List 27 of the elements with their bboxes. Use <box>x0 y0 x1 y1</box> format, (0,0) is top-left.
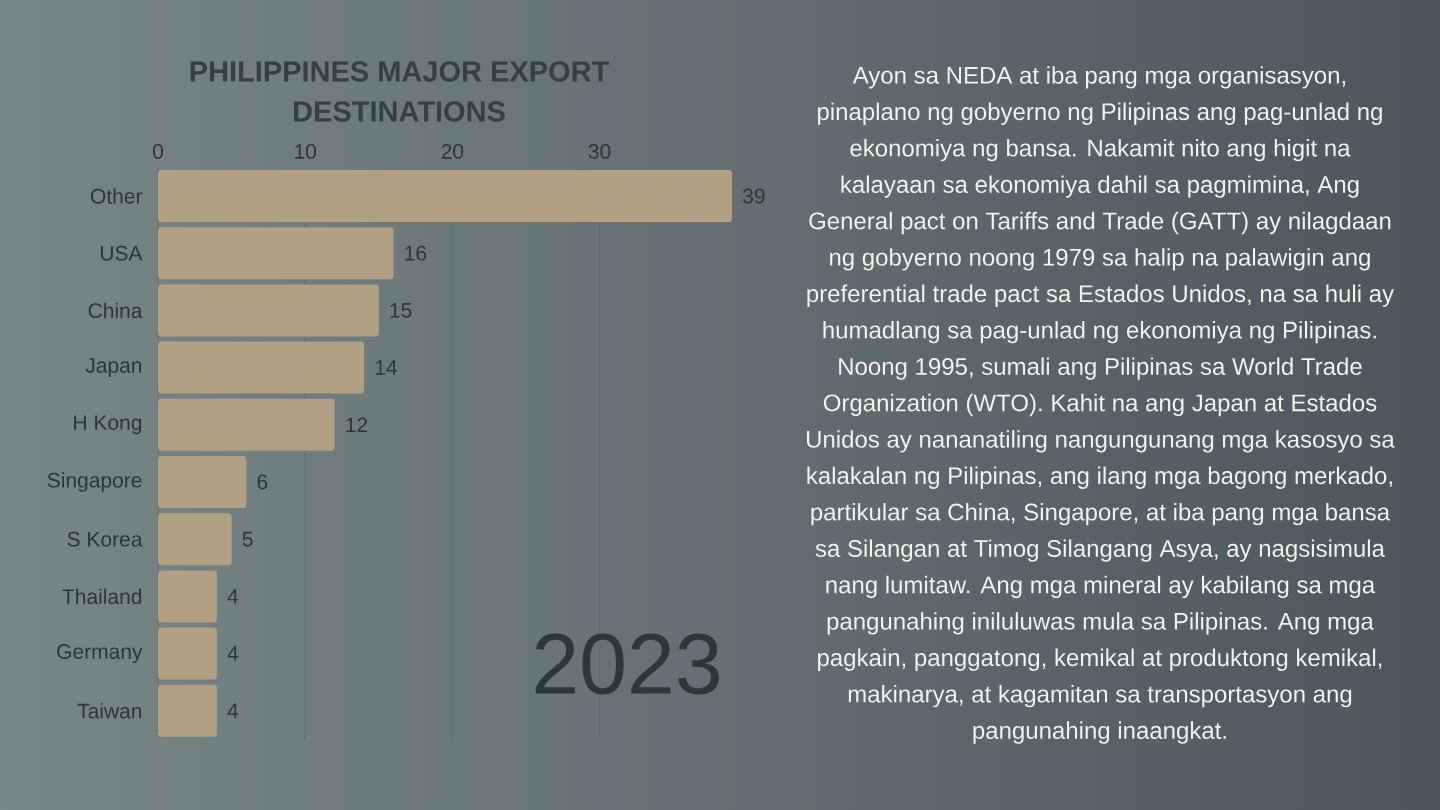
x-tick-label: 0 <box>152 143 164 159</box>
y-tick-label: USA <box>100 245 143 261</box>
data-label: 4 <box>227 589 239 604</box>
y-tick-label: China <box>88 302 143 319</box>
data-label: 39 <box>743 188 765 204</box>
annotation: 2023 <box>535 633 719 695</box>
data-label: 12 <box>346 417 368 433</box>
chart-title: PHILIPPINES MAJOR EXPORT DESTINATIONS <box>190 61 609 122</box>
y-tick-label: Other <box>90 188 143 204</box>
data-label: 5 <box>242 531 253 547</box>
data-label: 4 <box>227 646 239 661</box>
data-label: 15 <box>390 303 412 318</box>
y-tick-label: S Korea <box>67 531 143 547</box>
y-tick-label: Germany <box>57 644 143 664</box>
y-tick-label: H Kong <box>74 415 142 435</box>
text: Ayon sa NEDA at iba pang mga organisasyon, pinaplano ng gobyerno ng Pilipinas ang pag-unlad ng ekonomiya ng bansa. Nakamit nito ang higit na kalayaan sa ekonomiya dahil sa pagmimina, Ang General pact on Tariffs and Trade (GATT) ay nilagdaan ng gobyerno noong 1979 sa halip na palawigin ang preferential trade pact sa Estados Unidos, na sa huli ay humadlang sa pag-unlad ng ekonomiya ng Pilipinas. Noong 1995, sumali ang Pilipinas sa World Trade Organization (WTO). Kahit na ang Japan at Estados Unidos ay nananatiling nangungunang mga kasosyo sa kalakalan ng Pilipinas, ang ilang mga bagong merkado, partikular sa China, Singapore, at iba pang mga bansa sa Silangan at Timog Silangang Asya, ay nagsisimula nang lumitaw. Ang mga mineral ay kabilang sa mga pangunahing iniluluwas mula sa Pilipinas. Ang mga pagkain, panggatong, kemikal at produktong kemikal, makinarya, at kagamitan sa transportasyon ang pangunahing inaangkat. <box>806 66 1395 744</box>
data-label: 16 <box>405 245 427 261</box>
y-tick-label: Taiwan <box>77 703 142 719</box>
x-tick-label: 30 <box>588 143 611 159</box>
y-tick-label: Singapore <box>47 472 142 492</box>
y-tick-label: Japan <box>85 358 142 377</box>
x-tick-label: 20 <box>441 143 464 159</box>
data-label: 4 <box>227 703 239 719</box>
y-tick-label: Thailand <box>62 588 142 605</box>
x-tick-label: 10 <box>295 143 317 159</box>
data-label: 14 <box>375 360 397 375</box>
data-label: 6 <box>257 474 268 490</box>
